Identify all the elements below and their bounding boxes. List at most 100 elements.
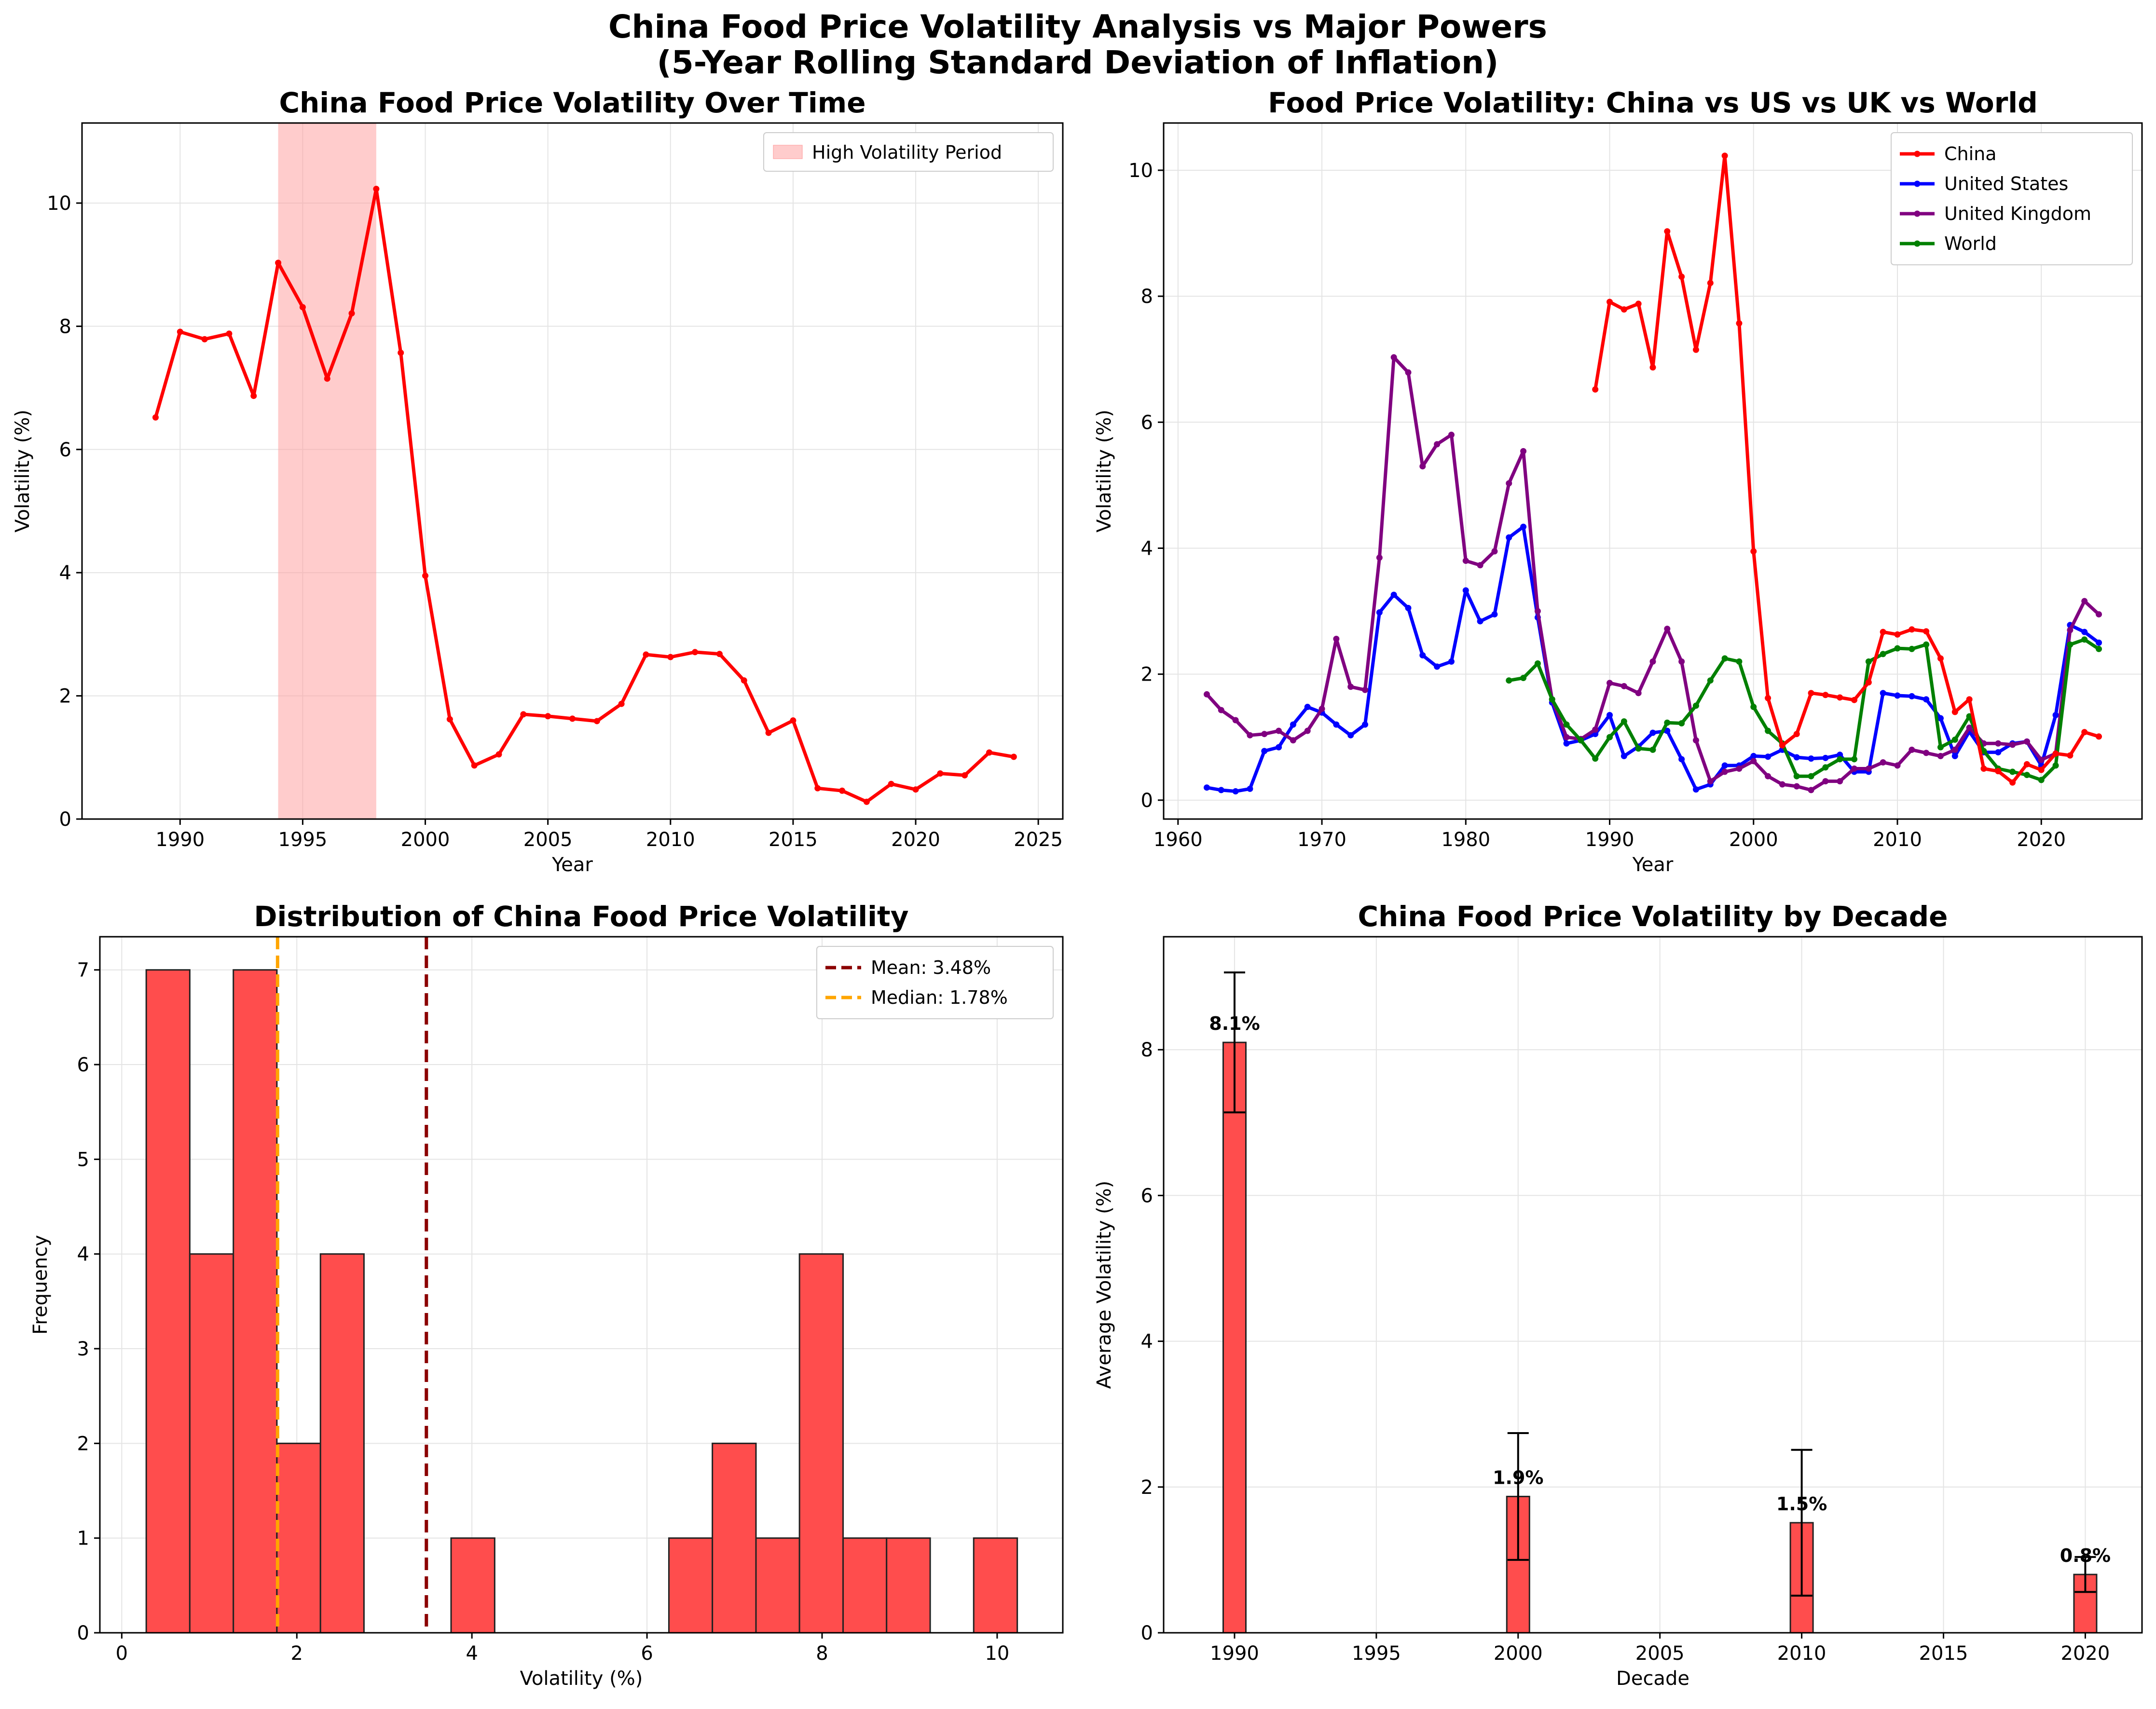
world-series-point bbox=[1578, 737, 1584, 744]
china-series-point bbox=[863, 798, 870, 805]
world-series-point bbox=[1808, 773, 1814, 779]
high-volatility-region bbox=[278, 123, 376, 819]
uk-series-point bbox=[1419, 463, 1426, 470]
histogram-bar bbox=[886, 1537, 931, 1634]
us-series-point bbox=[1506, 534, 1512, 541]
uk-series-point bbox=[1318, 705, 1325, 712]
uk-series-point bbox=[1276, 727, 1282, 734]
uk-series-point bbox=[1247, 732, 1253, 738]
uk-series-point bbox=[1736, 766, 1743, 772]
histogram-bar bbox=[276, 1442, 321, 1634]
axes-frame bbox=[1163, 122, 2143, 820]
world-series-point bbox=[1894, 645, 1901, 652]
uk-series-point bbox=[1909, 746, 1915, 753]
x-tick-label: 2 bbox=[291, 1642, 303, 1665]
world-series-point bbox=[1721, 655, 1728, 662]
china-series-point bbox=[250, 393, 257, 399]
uk-series-point bbox=[1491, 548, 1498, 555]
legend-label: China bbox=[1944, 143, 1997, 164]
uk-series-point bbox=[1534, 608, 1541, 615]
uk-series-point bbox=[1635, 690, 1642, 697]
china-series-point bbox=[1980, 766, 1987, 772]
bar-value-label: 1.9% bbox=[1493, 1467, 1543, 1488]
us-series-point bbox=[1434, 663, 1441, 670]
uk-series-point bbox=[2067, 627, 2074, 633]
y-tick-label: 7 bbox=[77, 959, 89, 982]
us-series-point bbox=[1203, 784, 1210, 791]
legend-label: World bbox=[1944, 233, 1997, 254]
china-series-point bbox=[618, 700, 625, 707]
china-series-point bbox=[1851, 697, 1858, 703]
us-series-point bbox=[1620, 752, 1627, 759]
china-series-point bbox=[961, 772, 968, 779]
china-series-point bbox=[1607, 299, 1613, 305]
legend-label: Mean: 3.48% bbox=[871, 957, 991, 978]
china-series-point bbox=[226, 330, 233, 337]
y-tick-label: 4 bbox=[59, 562, 71, 584]
y-tick-label: 2 bbox=[59, 685, 71, 708]
world-series-point bbox=[1880, 651, 1886, 657]
us-series-point bbox=[1276, 744, 1282, 751]
x-axis-label: Year bbox=[1632, 854, 1674, 876]
china-series-point bbox=[692, 649, 699, 656]
histogram-bar bbox=[973, 1537, 1018, 1634]
chart-comparison-by-country: 1960 1970 1980 1990 2000 2010 2020 0 2 4 6 8 10 Food … bbox=[1093, 86, 2143, 876]
us-series-point bbox=[1218, 787, 1224, 793]
world-series-point bbox=[2023, 772, 2030, 779]
uk-series-point bbox=[1750, 758, 1757, 765]
y-tick-label: 0 bbox=[1141, 790, 1153, 812]
china-series-point bbox=[593, 718, 600, 725]
world-series-point bbox=[1851, 756, 1858, 763]
us-series-point bbox=[1462, 587, 1469, 594]
us-series-point bbox=[1894, 692, 1901, 699]
histogram-bar bbox=[233, 969, 278, 1634]
china-series-point bbox=[1010, 753, 1017, 760]
y-tick-label: 0 bbox=[59, 808, 71, 831]
uk-series-point bbox=[1261, 731, 1268, 738]
china-series-point bbox=[471, 762, 478, 769]
china-series-point bbox=[1692, 346, 1699, 353]
x-tick-label: 2015 bbox=[1919, 1642, 1968, 1665]
y-tick-label: 4 bbox=[1141, 1331, 1153, 1353]
us-series-point bbox=[1607, 712, 1613, 719]
legend-marker bbox=[1914, 240, 1921, 247]
us-series-point bbox=[1563, 740, 1570, 747]
us-series-point bbox=[1822, 754, 1829, 761]
uk-series-point bbox=[1563, 734, 1570, 740]
world-series-point bbox=[1520, 674, 1527, 681]
histogram-bar bbox=[668, 1537, 714, 1634]
uk-series-point bbox=[1966, 725, 1973, 731]
china-series-point bbox=[1966, 696, 1973, 703]
world-series-point bbox=[1980, 748, 1987, 754]
y-tick-label: 8 bbox=[1141, 286, 1153, 308]
world-series-point bbox=[1707, 677, 1714, 684]
histogram-bar bbox=[712, 1442, 757, 1634]
china-series-point bbox=[814, 785, 821, 792]
us-series-point bbox=[1362, 721, 1369, 728]
world-series-point bbox=[1750, 704, 1757, 711]
china-series-point bbox=[1995, 768, 2002, 775]
chart-volatility-distribution: 0 2 4 6 8 10 0 1 2 3 4 5 6 7 Distribution of China Foo… bbox=[29, 900, 1064, 1690]
uk-series-point bbox=[1218, 707, 1224, 713]
us-series-point bbox=[1664, 727, 1671, 734]
x-tick-label: 2020 bbox=[2061, 1642, 2110, 1665]
china-series-point bbox=[1765, 695, 1771, 701]
world-series-point bbox=[1837, 756, 1843, 763]
uk-series-point bbox=[1865, 766, 1872, 772]
legend-label: High Volatility Period bbox=[812, 142, 1002, 163]
world-series-point bbox=[1678, 720, 1685, 727]
world-series-point bbox=[1793, 773, 1800, 779]
china-series-point bbox=[373, 186, 380, 192]
us-series-point bbox=[2052, 712, 2059, 719]
uk-series-point bbox=[1390, 354, 1397, 361]
china-series-point bbox=[888, 780, 894, 787]
china-series-point bbox=[2096, 733, 2102, 740]
china-series-point bbox=[398, 349, 404, 356]
x-tick-label: 1990 bbox=[1210, 1642, 1259, 1665]
world-series-point bbox=[1607, 734, 1613, 740]
world-series-point bbox=[1692, 702, 1699, 709]
x-tick-label: 2000 bbox=[401, 829, 450, 851]
histogram-bar bbox=[145, 969, 191, 1634]
us-series-point bbox=[1419, 652, 1426, 658]
